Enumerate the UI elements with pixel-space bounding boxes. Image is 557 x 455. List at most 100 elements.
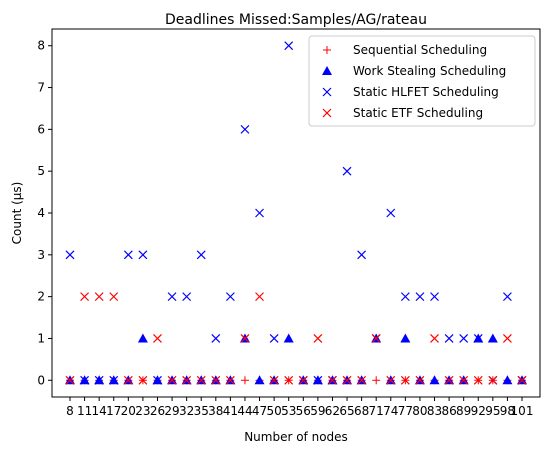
data-point [240,376,249,385]
data-point [269,334,279,343]
data-point [255,292,264,302]
x-tick-label: 41 [223,404,238,418]
legend-marker [322,87,332,97]
legend-box [308,35,536,127]
x-tick-label: 20 [121,404,136,418]
data-point [254,375,265,385]
data-point [473,375,483,385]
x-tick-label: 83 [427,404,442,418]
data-point [444,334,454,343]
x-tick-label: 74 [383,404,398,418]
y-tick-label: 0 [37,373,45,387]
legend-item: Static ETF Scheduling [322,106,483,120]
x-tick-label: 38 [208,404,223,418]
x-tick-label: 77 [398,404,413,418]
data-point [284,41,294,51]
data-point [284,375,294,385]
data-point [342,375,352,385]
x-tick-label: 17 [106,404,121,418]
x-tick-label: 23 [135,404,150,418]
data-point [240,124,250,134]
data-point [65,375,75,385]
data-point [153,334,162,343]
x-tick-label: 32 [179,404,194,418]
data-point [342,166,352,176]
y-tick-label: 3 [37,248,45,262]
data-point [487,333,498,343]
data-point [94,375,104,385]
x-axis-label: Number of nodes [244,430,348,444]
data-point [444,375,454,385]
legend-label: Work Stealing Scheduling [353,64,506,78]
data-point [167,292,177,302]
legend: Sequential Scheduling Work Stealing Sched… [308,35,536,127]
data-point [240,334,250,343]
data-point [372,376,381,385]
data-point [153,375,162,385]
x-tick-label: 101 [511,404,534,418]
data-point [255,208,264,218]
data-point [80,375,90,385]
x-tick-label: 65 [339,404,354,418]
data-point [502,375,513,385]
x-tick-label: 47 [252,404,267,418]
data-point [182,375,192,385]
data-point [138,250,148,260]
x-tick-label: 86 [441,404,456,418]
data-point [430,292,439,302]
data-point [473,334,483,343]
y-tick-label: 8 [37,39,45,53]
x-tick-label: 14 [92,404,107,418]
data-point [400,375,410,385]
data-point [517,375,527,385]
data-point [269,375,279,385]
data-point [80,292,90,302]
legend-label: Static HLFET Scheduling [353,85,499,99]
x-tick-label: 68 [354,404,369,418]
legend-label: Sequential Scheduling [353,43,487,57]
y-axis-label: Count (µs) [10,182,24,245]
x-tick-label: 26 [150,404,165,418]
x-tick-label: 95 [485,404,500,418]
data-point [415,375,425,385]
data-point [488,375,498,385]
y-tick-label: 5 [37,164,45,178]
y-tick-label: 1 [37,331,45,345]
data-point [283,333,294,343]
data-point [313,334,323,343]
series-1 [65,333,527,385]
data-point [138,375,148,385]
data-point [167,375,177,385]
data-point [400,333,411,343]
x-axis: 8 11 14 17 20 23 26 29 32 35 38 41 44 47 50 53 56 59 62 65 6… [66,397,533,418]
x-tick-label: 98 [500,404,515,418]
x-tick-label: 11 [77,404,92,418]
legend-label: Static ETF Scheduling [353,106,483,120]
x-tick-label: 59 [310,404,325,418]
x-tick-label: 80 [412,404,427,418]
data-point [225,292,235,302]
x-tick-label: 92 [471,404,486,418]
data-point [225,375,235,385]
y-tick-label: 4 [37,206,45,220]
data-point [196,250,206,260]
data-point [429,375,440,385]
data-point [502,292,512,302]
legend-marker [322,108,332,118]
data-point [182,292,192,302]
data-point [459,375,469,385]
series-3 [65,292,527,385]
data-point [313,375,323,385]
data-point [109,375,119,385]
series-0 [66,376,526,385]
legend-item: Work Stealing Scheduling [322,64,506,78]
data-point [386,208,396,218]
data-point [137,333,148,343]
data-point [502,334,512,343]
legend-marker [323,46,331,54]
series-2 [65,41,527,385]
x-tick-label: 44 [237,404,252,418]
x-tick-label: 29 [164,404,179,418]
data-point [386,375,396,385]
